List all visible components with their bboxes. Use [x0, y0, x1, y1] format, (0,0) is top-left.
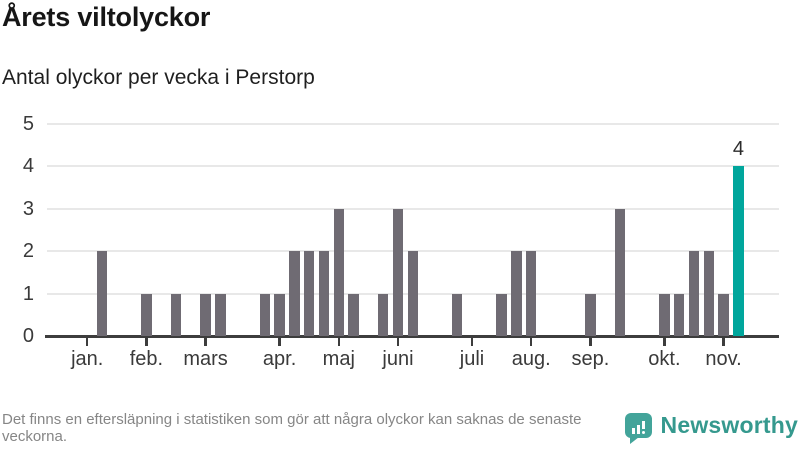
footer-note: Det finns en eftersläpning i statistiken… — [2, 411, 582, 445]
month-label-jan: jan. — [71, 348, 104, 370]
bar-week-31 — [525, 251, 537, 336]
month-label-aug: aug. — [511, 348, 551, 370]
bar-week-44 — [718, 293, 729, 336]
month-label-juli: juli — [459, 348, 485, 370]
bar-week-17 — [318, 251, 330, 336]
month-label-okt: okt. — [648, 348, 681, 370]
gridline-y2 — [47, 250, 779, 253]
month-tick-apr — [278, 337, 281, 346]
gridline-y3 — [47, 207, 779, 210]
month-label-apr: apr. — [262, 348, 297, 370]
month-tick-nov — [722, 337, 725, 346]
bar-week-9 — [200, 293, 211, 336]
page-title: Årets viltolyckor — [2, 2, 211, 32]
bar-week-22 — [392, 208, 404, 336]
month-tick-okt — [663, 337, 666, 346]
bar-week-13 — [259, 293, 271, 336]
bar-week-26 — [451, 293, 463, 336]
month-label-maj: maj — [322, 348, 355, 370]
bar-week-30 — [511, 251, 522, 336]
month-tick-juni — [396, 337, 400, 346]
month-tick-jan — [85, 337, 89, 346]
month-tick-mars — [204, 337, 207, 346]
bar-week-23 — [407, 251, 419, 336]
bar-week-18 — [333, 208, 345, 336]
bar-week-14 — [274, 293, 285, 336]
y-tick-label-2: 2 — [22, 240, 34, 263]
y-tick-label-1: 1 — [22, 282, 34, 305]
chart-subtitle: Antal olyckor per vecka i Perstorp — [2, 66, 315, 89]
month-tick-sep — [589, 337, 592, 346]
bar-week-40 — [659, 293, 670, 336]
bar-week-5 — [141, 293, 152, 336]
bar-week-43 — [703, 251, 715, 336]
month-tick-juli — [470, 337, 474, 346]
month-label-feb: feb. — [129, 348, 164, 370]
plot-area: 4 — [45, 123, 779, 338]
gridline-y5 — [47, 123, 779, 125]
month-tick-aug — [529, 337, 533, 346]
y-tick-label-3: 3 — [22, 197, 34, 220]
y-tick-label-0: 0 — [22, 325, 34, 347]
newsworthy-logo[interactable]: Newsworthy — [624, 408, 798, 444]
y-tick-label-4: 4 — [22, 155, 34, 178]
x-axis-line — [45, 335, 779, 338]
month-label-sep: sep. — [571, 348, 610, 370]
bar-week-7 — [170, 293, 182, 336]
logo-mini-bars — [625, 420, 652, 434]
bar-week-15 — [289, 251, 300, 336]
highlight-value-label: 4 — [732, 138, 744, 161]
y-tick-label-5: 5 — [22, 113, 34, 135]
bar-week-19 — [348, 293, 359, 336]
month-tick-maj — [337, 337, 341, 346]
newsworthy-logo-text: Newsworthy — [660, 411, 798, 438]
bar-week-42 — [688, 251, 700, 336]
bar-week-45 — [733, 166, 744, 336]
bar-week-10 — [215, 293, 226, 336]
speech-bubble-tail — [629, 436, 639, 444]
bar-week-16 — [303, 251, 315, 336]
bar-week-35 — [585, 293, 596, 336]
bar-week-41 — [673, 293, 685, 336]
month-label-juni: juni — [382, 348, 414, 370]
x-axis: jan. feb. mars apr. maj juni juli aug. sep. okt. n… — [45, 337, 779, 371]
bar-week-29 — [496, 293, 507, 336]
bar-week-37 — [614, 208, 626, 336]
bar-week-2 — [96, 251, 108, 336]
bar-week-21 — [377, 293, 389, 336]
month-tick-feb — [145, 337, 148, 346]
y-axis-labels: 0 1 2 3 4 5 — [0, 114, 34, 346]
gridline-y4 — [47, 165, 779, 168]
month-label-nov: nov. — [705, 348, 742, 370]
month-label-mars: mars — [183, 348, 228, 370]
newsworthy-bar-chart-speech-bubble-icon — [624, 412, 652, 444]
